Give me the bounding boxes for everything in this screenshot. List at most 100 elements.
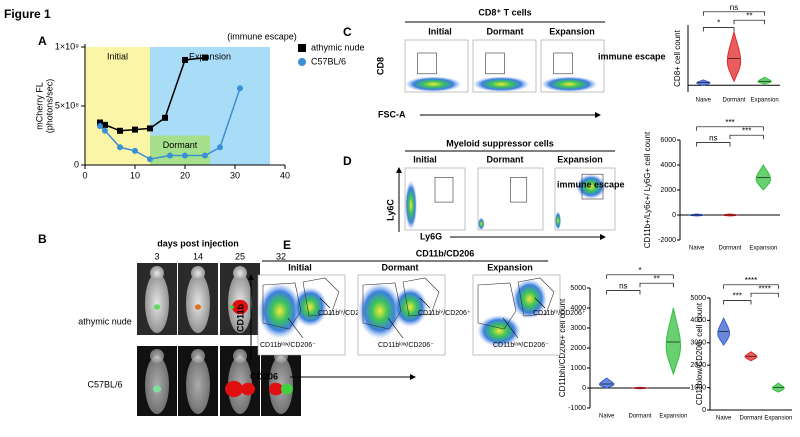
- gate: [510, 177, 528, 203]
- y-axis-label: (photons/sec): [44, 79, 54, 134]
- pointer: [534, 297, 546, 309]
- gate: [485, 52, 505, 75]
- y-tick-label: 3000: [570, 325, 586, 332]
- mouse-head: [233, 349, 247, 363]
- legend-label: C57BL/6: [311, 56, 346, 66]
- significance-bracket: [606, 290, 641, 295]
- cell-density: [392, 287, 428, 327]
- y-tick-label: 0: [702, 407, 706, 414]
- y-axis-label: CD8+ cell count: [673, 29, 682, 86]
- x-tick-label: 10: [130, 170, 140, 180]
- point: [97, 119, 103, 126]
- y-axis-label: CD8: [375, 57, 385, 75]
- gate: [581, 173, 604, 200]
- mouse-head: [150, 349, 164, 363]
- significance-bracket: [639, 282, 674, 288]
- point: [202, 152, 208, 159]
- significance-bracket: [702, 11, 766, 16]
- y-tick-label: 5×10⁸: [55, 100, 79, 110]
- day-label: 3: [154, 251, 159, 261]
- region-label: Expansion: [189, 51, 231, 61]
- y-tick-label: 0: [582, 385, 586, 392]
- gate: [417, 52, 437, 75]
- gate: [362, 282, 402, 330]
- column-label: Dormant: [381, 262, 418, 272]
- significance-bracket: [729, 134, 764, 140]
- mouse-body: [145, 273, 169, 333]
- column-label: Expansion: [487, 262, 533, 272]
- point: [237, 85, 243, 92]
- signal: [281, 383, 293, 395]
- gate-label: CD11bˡᵒʷ/CD206⁻: [493, 342, 549, 349]
- annotation: immune escape: [598, 51, 666, 61]
- gate: [517, 277, 555, 317]
- significance-label: ****: [745, 276, 757, 285]
- gate-label: CD11bʰⁱ/CD206⁺: [533, 309, 586, 317]
- cell-density: [258, 283, 302, 339]
- pointer: [502, 317, 519, 339]
- significance-label: **: [746, 11, 752, 20]
- point: [147, 125, 153, 132]
- cell-density: [555, 211, 561, 230]
- y-tick-label: 2000: [660, 187, 676, 194]
- x-tick-label: Expansion: [659, 414, 687, 420]
- cell-density: [576, 174, 606, 200]
- region-label: Initial: [107, 51, 128, 61]
- y-tick-label: 2000: [690, 362, 706, 369]
- violin: [757, 76, 772, 85]
- cell-density: [512, 279, 547, 319]
- signal: [232, 299, 248, 315]
- cell-density: [358, 283, 402, 339]
- mouse-body: [186, 273, 210, 333]
- y-tick-label: -1000: [568, 405, 586, 412]
- point: [117, 127, 123, 134]
- pointer: [287, 317, 304, 339]
- cell-density: [405, 180, 417, 230]
- column-label: Initial: [428, 26, 452, 36]
- signal: [195, 304, 201, 310]
- significance-label: ***: [733, 292, 742, 301]
- mouse-head: [150, 266, 164, 280]
- significance-label: **: [654, 274, 660, 283]
- point: [182, 152, 188, 159]
- pointer: [319, 297, 331, 309]
- y-tick-label: 5000: [570, 285, 586, 292]
- significance-bracket: [733, 19, 766, 25]
- column-label: Expansion: [549, 26, 595, 36]
- panel-title: CD8⁺ T cells: [478, 7, 531, 17]
- x-tick-label: 0: [82, 170, 87, 180]
- point: [167, 152, 173, 159]
- region: [150, 135, 210, 165]
- x-tick-label: Dormant: [718, 246, 741, 252]
- gate: [477, 282, 517, 330]
- region-label: Dormant: [163, 140, 198, 150]
- panel-label: C: [343, 25, 352, 39]
- point: [202, 54, 208, 61]
- panel-title: CD11b/CD206: [416, 248, 475, 258]
- y-tick-label: 5000: [690, 295, 706, 302]
- significance-label: *: [717, 19, 720, 28]
- x-tick-label: Expansion: [749, 246, 777, 252]
- significance-label: ****: [758, 284, 770, 293]
- gate: [302, 277, 340, 317]
- y-tick-label: 6000: [660, 137, 676, 144]
- legend-label: athymic nude: [311, 42, 365, 52]
- x-axis-label: Ly6G: [420, 231, 442, 241]
- y-tick-label: 4000: [660, 162, 676, 169]
- gate-label: CD11bʰⁱ/CD206⁺: [418, 309, 471, 317]
- column-label: Expansion: [557, 154, 603, 164]
- cell-density: [473, 76, 530, 92]
- row-label: athymic nude: [78, 316, 132, 326]
- row-label: C57BL/6: [87, 379, 122, 389]
- gate: [553, 52, 573, 75]
- y-axis-label: CD11b+/Ly6c+/ Ly6G+ cell count: [643, 131, 652, 248]
- y-tick-label: -2000: [658, 237, 676, 244]
- significance-bracket: [606, 274, 674, 279]
- significance-bracket: [696, 142, 731, 147]
- series-line: [99, 88, 241, 160]
- panel-label: B: [38, 232, 47, 246]
- violin: [726, 31, 742, 83]
- violin: [665, 307, 682, 376]
- x-tick-label: 20: [180, 170, 190, 180]
- significance-label: ***: [725, 118, 734, 127]
